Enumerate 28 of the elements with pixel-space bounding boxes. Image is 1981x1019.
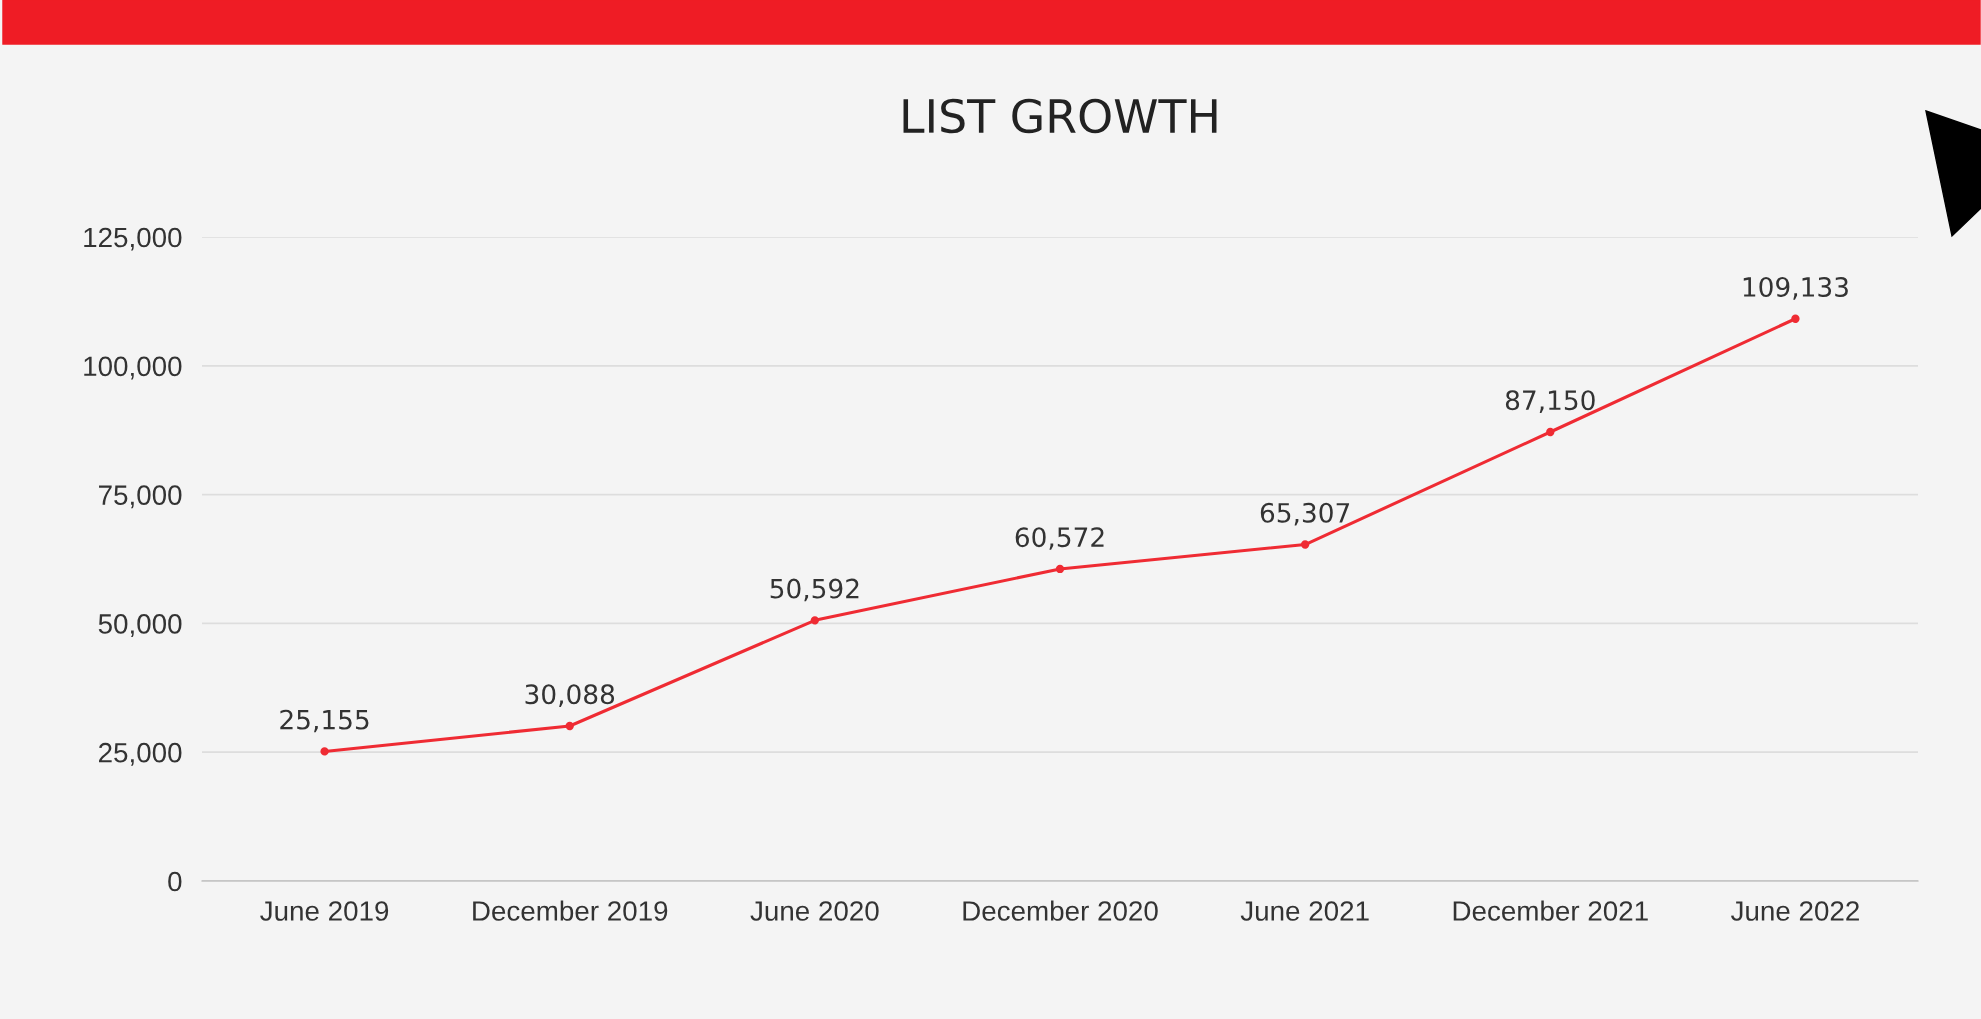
- point: [1791, 314, 1800, 323]
- x-tick-label: December 2021: [1453, 900, 1648, 921]
- data-label: 60,572: [1015, 527, 1104, 550]
- y-tick-label: 100,000: [84, 356, 182, 380]
- x-tick-label: June 2019: [260, 901, 389, 921]
- x-tick-label: June 2022: [1730, 901, 1859, 921]
- data-label: 87,150: [1505, 390, 1595, 413]
- x-tick-label: December 2019: [473, 900, 668, 921]
- x-tick-label: June 2021: [1240, 901, 1369, 921]
- x-tick-label: June 2020: [750, 901, 879, 921]
- chart-title: LIST GROWTH: [903, 98, 1217, 134]
- data-label: 50,592: [770, 578, 859, 602]
- point: [810, 616, 820, 625]
- data-label: 25,155: [280, 709, 369, 733]
- y-tick-label: 25,000: [99, 742, 182, 766]
- point: [1546, 427, 1555, 437]
- point: [1055, 564, 1065, 574]
- point: [565, 721, 574, 731]
- y-tick-label: 0: [168, 871, 182, 892]
- y-tick-label: 125,000: [84, 227, 182, 251]
- point: [320, 747, 329, 756]
- data-label: 65,307: [1260, 502, 1350, 526]
- data-label: 109,133: [1743, 277, 1848, 300]
- data-label: 30,088: [525, 684, 615, 707]
- y-tick-label: 50,000: [98, 614, 182, 638]
- x-tick-label: December 2020: [963, 900, 1158, 921]
- y-tick-label: 75,000: [99, 485, 182, 509]
- point: [1300, 540, 1310, 549]
